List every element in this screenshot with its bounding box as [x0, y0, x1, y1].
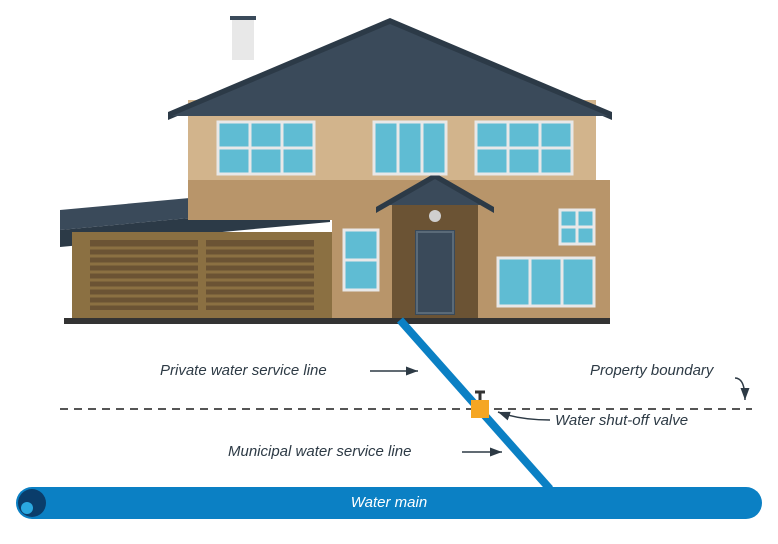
arrow-shutoff-valve — [498, 412, 550, 420]
house-base-shadow — [64, 318, 610, 324]
arrow-property-boundary — [735, 378, 745, 400]
window-upper-right — [476, 122, 572, 174]
house — [60, 16, 612, 324]
label-municipal-line: Municipal water service line — [228, 443, 411, 460]
water-service-diagram — [0, 0, 778, 544]
label-private-line: Private water service line — [160, 362, 327, 379]
window-upper-mid — [374, 122, 446, 174]
garage-door-left — [90, 240, 198, 310]
garage-door-right — [206, 240, 314, 310]
label-shutoff-valve: Water shut-off valve — [555, 412, 688, 429]
front-door — [415, 230, 455, 315]
chimney-cap — [230, 16, 256, 20]
window-lower-right-top — [560, 210, 594, 244]
label-property-boundary: Property boundary — [590, 362, 713, 379]
label-water-main: Water main — [0, 494, 778, 511]
chimney — [232, 20, 254, 60]
window-lower-left — [344, 230, 378, 290]
porch-light-icon — [429, 210, 441, 222]
house-wall-lower-left — [188, 180, 332, 220]
window-lower-right-bottom — [498, 258, 594, 306]
window-upper-left — [218, 122, 314, 174]
water-shutoff-valve — [471, 392, 489, 418]
